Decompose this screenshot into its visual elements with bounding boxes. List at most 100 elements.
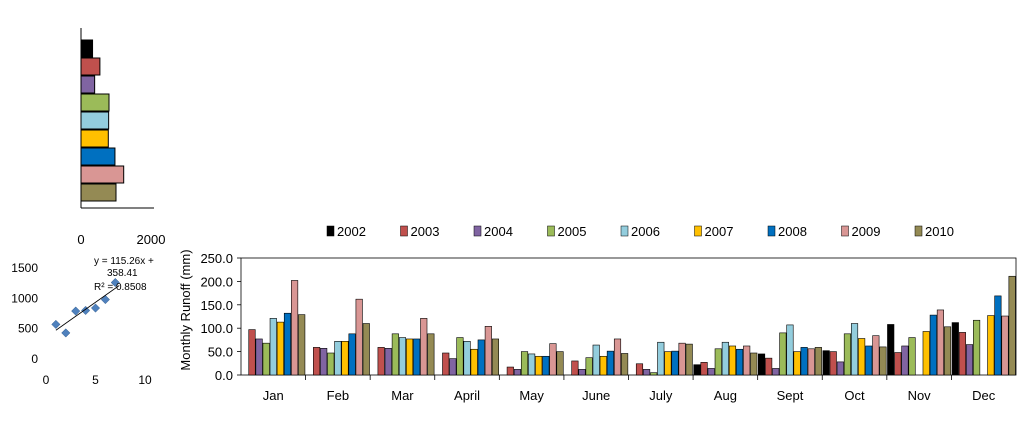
bar-2003 <box>894 352 902 376</box>
bar-2009 <box>743 345 751 376</box>
legend-label: 2006 <box>631 224 660 239</box>
bar-2005 <box>585 357 593 376</box>
bar-2008 <box>994 295 1002 376</box>
bar-2010 <box>814 347 822 376</box>
scatter-chart: 0 500 1000 1500 0 5 10 y = 115.26x + 358.41 R²… <box>11 256 154 387</box>
bar-2006 <box>334 341 342 376</box>
bar-2007 <box>728 345 737 376</box>
bar-2008 <box>736 348 744 376</box>
bar-2009 <box>484 326 492 376</box>
legend-swatch <box>694 225 702 237</box>
annual-runoff-bar-chart: 0 2000 <box>77 28 165 247</box>
scatter-y-tick-label: 0 <box>31 352 38 366</box>
hbar-bar <box>80 183 117 202</box>
scatter-x-tick-label: 0 <box>43 373 50 387</box>
scatter-y-tick-label: 1000 <box>11 291 38 305</box>
bar-2010 <box>556 351 564 376</box>
bar-2004 <box>707 368 715 376</box>
bar-2004 <box>578 369 586 376</box>
bar-2002 <box>822 350 830 376</box>
bar-2008 <box>348 333 356 376</box>
bar-2004 <box>772 368 780 376</box>
bar-2005 <box>843 333 851 376</box>
bar-2002 <box>758 353 766 376</box>
bar-2007 <box>341 341 349 376</box>
bar-2008 <box>865 345 873 376</box>
r-squared-label: R² = 0.8508 <box>94 282 147 293</box>
bar-2010 <box>879 346 887 376</box>
y-axis-label: Monthly Runoff (mm) <box>178 249 193 370</box>
bar-2008 <box>800 347 808 376</box>
legend-label: 2004 <box>484 224 513 239</box>
bar-2004 <box>836 361 844 376</box>
legend-swatch <box>400 225 408 237</box>
scatter-point <box>71 306 81 316</box>
legend-label: 2010 <box>925 224 954 239</box>
hbar-bar <box>80 93 110 112</box>
y-tick-label: 200.0 <box>200 274 233 289</box>
x-tick-label: Dec <box>972 388 996 403</box>
bar-2009 <box>549 343 557 376</box>
bar-2007 <box>599 355 607 376</box>
bar-2009 <box>355 298 363 376</box>
x-tick-label: Nov <box>908 388 932 403</box>
scatter-point <box>61 328 71 338</box>
bar-2006 <box>657 341 665 376</box>
bar-2005 <box>650 372 658 376</box>
x-tick-label: Aug <box>714 388 737 403</box>
x-tick-label: July <box>649 388 673 403</box>
scatter-y-tick-label: 500 <box>18 322 38 336</box>
bar-2002 <box>693 364 701 376</box>
trend-equation-line2: 358.41 <box>107 268 138 279</box>
bar-2003 <box>442 352 450 376</box>
hbar-bar <box>80 129 109 148</box>
x-tick-label: Feb <box>327 388 349 403</box>
x-tick-label: Oct <box>844 388 865 403</box>
y-tick-label: 250.0 <box>200 251 233 266</box>
scatter-x-tick-label: 10 <box>138 373 152 387</box>
legend-label: 2009 <box>852 224 881 239</box>
legend-swatch <box>473 225 482 237</box>
bar-2002 <box>951 322 959 376</box>
bar-2010 <box>362 323 370 376</box>
x-tick-label: June <box>582 388 610 403</box>
bar-2009 <box>872 335 880 376</box>
bar-2004 <box>901 345 909 376</box>
scatter-point <box>100 294 110 305</box>
bar-2006 <box>786 324 794 376</box>
bar-2010 <box>750 352 758 376</box>
legend-swatch <box>767 225 776 237</box>
bar-2006 <box>721 341 729 376</box>
legend-label: 2003 <box>411 224 440 239</box>
bar-2010 <box>943 326 952 376</box>
x-tick-label: Mar <box>391 388 414 403</box>
hbar-bar <box>80 75 96 94</box>
bar-2004 <box>449 358 457 376</box>
bar-2004 <box>384 348 392 376</box>
hbar-bar <box>80 57 101 76</box>
bar-2007 <box>987 315 995 376</box>
bar-2009 <box>807 348 815 376</box>
bar-2002 <box>887 324 895 376</box>
bar-2008 <box>283 312 292 376</box>
legend-label: 2007 <box>705 224 734 239</box>
bar-2005 <box>714 348 722 376</box>
bar-2006 <box>528 353 536 376</box>
bar-2009 <box>420 318 428 376</box>
bar-2009 <box>1001 315 1009 376</box>
bar-2007 <box>858 338 866 376</box>
bar-2007 <box>535 355 543 376</box>
hbar-bar <box>80 111 110 130</box>
y-tick-label: 100.0 <box>200 321 233 336</box>
trendline <box>55 285 120 331</box>
scatter-point <box>81 305 91 316</box>
scatter-point <box>51 319 61 329</box>
bar-2007 <box>793 351 801 376</box>
bar-2007 <box>276 321 284 376</box>
x-tick-label: Jan <box>263 388 284 403</box>
legend-swatch <box>547 225 555 237</box>
scatter-y-tick-label: 1500 <box>11 261 38 275</box>
bar-2003 <box>829 351 837 376</box>
x-tick-label: April <box>454 388 480 403</box>
